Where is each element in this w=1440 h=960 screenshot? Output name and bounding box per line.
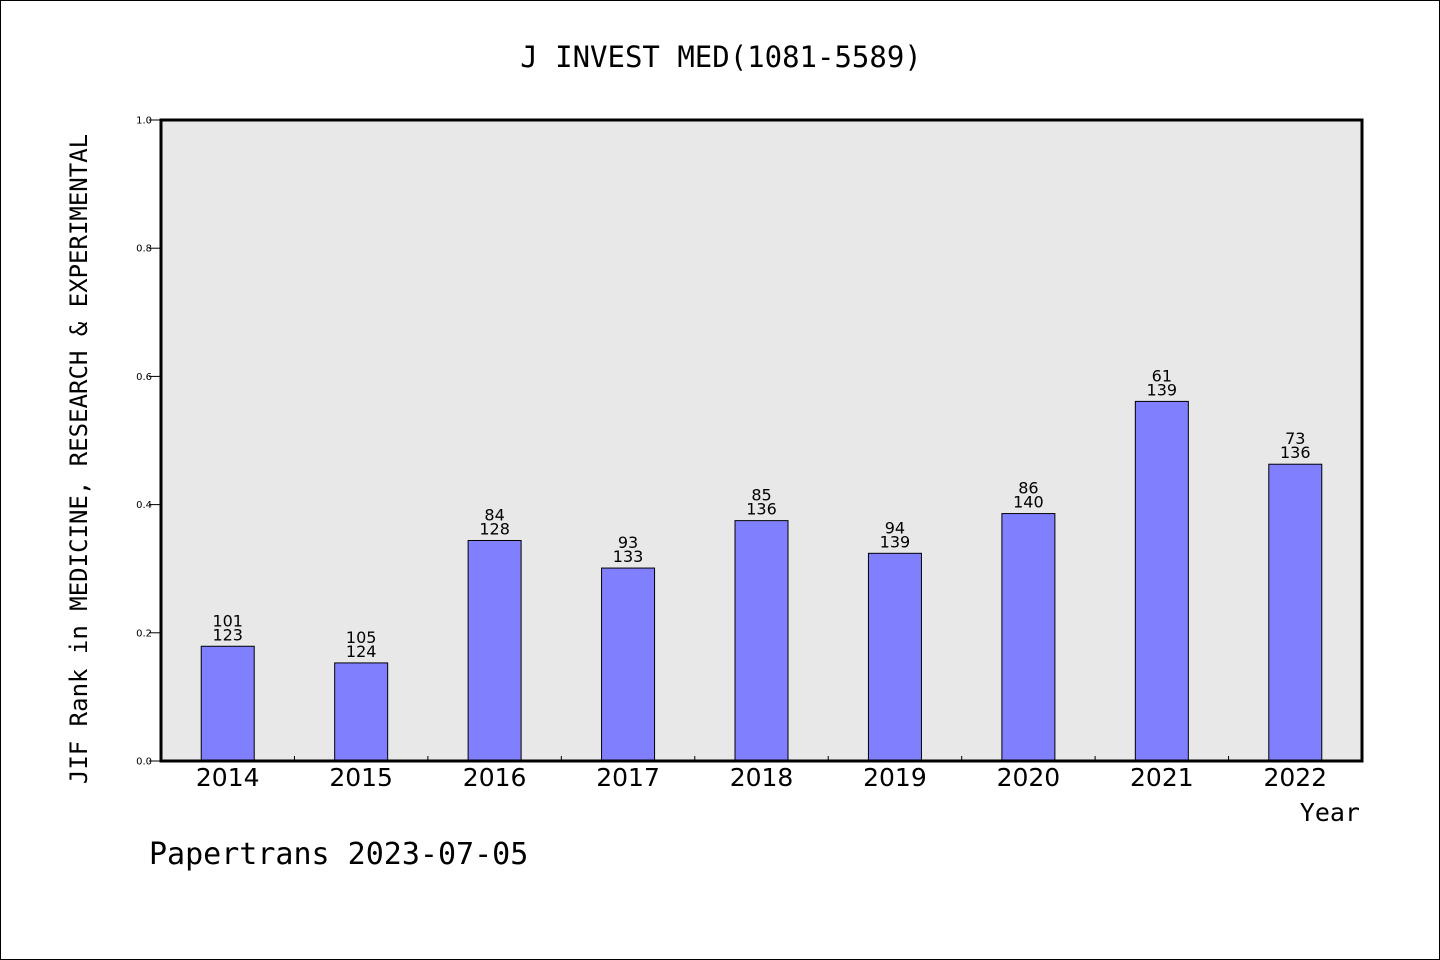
y-tick-label-0: 0.0 [136, 757, 152, 768]
x-tick-label-2018: 2018 [730, 763, 794, 792]
footer-source-date: Papertrans 2023-07-05 [149, 837, 528, 872]
rank-label-2015: 105 [346, 628, 377, 647]
total-label-2019: 139 [880, 532, 911, 551]
rank-label-2016: 84 [484, 505, 504, 524]
total-label-2018: 136 [746, 500, 777, 519]
bar-2021 [1134, 400, 1189, 762]
bar-2020 [1001, 513, 1056, 762]
total-label-2017: 133 [613, 547, 644, 566]
bars-group [200, 400, 1323, 762]
y-tick-label-1: 0.2 [136, 628, 152, 639]
x-tick-label-2017: 2017 [596, 763, 660, 792]
total-label-2015: 124 [346, 642, 377, 661]
y-axis-label: JIF Rank in MEDICINE, RESEARCH & EXPERIM… [65, 134, 93, 784]
rank-label-2018: 85 [751, 486, 771, 505]
rank-label-2017: 93 [618, 533, 638, 552]
y-tick-label-5: 1.0 [136, 116, 152, 127]
bar-2022 [1268, 463, 1323, 762]
rank-label-2014: 101 [212, 611, 243, 630]
rank-label-2021: 61 [1152, 366, 1172, 385]
x-tick-label-2015: 2015 [329, 763, 393, 792]
x-tick-label-2019: 2019 [863, 763, 927, 792]
y-tick-label-4: 0.8 [136, 244, 152, 255]
x-tick-label-2022: 2022 [1263, 763, 1327, 792]
bar-2017 [601, 567, 656, 762]
axis-ticks-group: 2014 2015 2016 2017 2018 2019 2020 2021 2022 0.0 0… [136, 116, 1327, 793]
total-label-2020: 140 [1013, 493, 1044, 512]
total-label-2021: 139 [1147, 380, 1178, 399]
chart-title: J INVEST MED(1081-5589) [520, 40, 922, 74]
x-tick-label-2014: 2014 [196, 763, 260, 792]
bar-2018 [734, 520, 789, 762]
bar-2016 [467, 539, 522, 762]
total-label-2016: 128 [479, 519, 510, 538]
y-tick-label-3: 0.6 [136, 372, 152, 383]
bar-2014 [200, 645, 255, 762]
x-tick-label-2020: 2020 [997, 763, 1061, 792]
rank-label-2020: 86 [1018, 479, 1038, 498]
bar-2019 [867, 552, 922, 762]
rank-label-2022: 73 [1285, 429, 1305, 448]
total-label-2022: 136 [1280, 443, 1311, 462]
x-tick-label-2021: 2021 [1130, 763, 1194, 792]
x-tick-label-2016: 2016 [463, 763, 527, 792]
rank-label-2019: 94 [885, 518, 905, 537]
y-tick-label-2: 0.4 [136, 500, 152, 511]
total-label-2014: 123 [212, 625, 243, 644]
bar-2015 [334, 662, 389, 762]
x-axis-label: Year [1300, 798, 1360, 827]
plot-border [159, 118, 1364, 763]
